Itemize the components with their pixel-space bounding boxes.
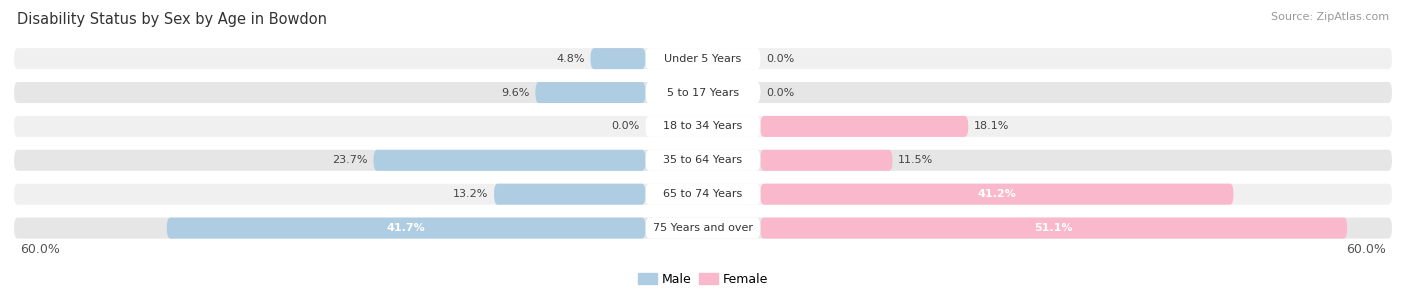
FancyBboxPatch shape (645, 48, 761, 69)
FancyBboxPatch shape (645, 116, 761, 137)
FancyBboxPatch shape (14, 150, 1392, 171)
FancyBboxPatch shape (14, 82, 1392, 103)
Text: 11.5%: 11.5% (898, 155, 934, 165)
FancyBboxPatch shape (14, 184, 1392, 205)
Text: Under 5 Years: Under 5 Years (665, 54, 741, 64)
Text: 60.0%: 60.0% (20, 242, 59, 256)
FancyBboxPatch shape (167, 217, 645, 239)
FancyBboxPatch shape (761, 116, 969, 137)
FancyBboxPatch shape (494, 184, 645, 205)
FancyBboxPatch shape (645, 82, 761, 103)
Text: 18 to 34 Years: 18 to 34 Years (664, 121, 742, 131)
Text: 60.0%: 60.0% (1347, 242, 1386, 256)
Text: 13.2%: 13.2% (453, 189, 488, 199)
FancyBboxPatch shape (591, 48, 645, 69)
Text: 75 Years and over: 75 Years and over (652, 223, 754, 233)
Text: 18.1%: 18.1% (974, 121, 1010, 131)
Text: 4.8%: 4.8% (557, 54, 585, 64)
FancyBboxPatch shape (374, 150, 645, 171)
FancyBboxPatch shape (761, 217, 1347, 239)
FancyBboxPatch shape (645, 184, 761, 205)
Text: Disability Status by Sex by Age in Bowdon: Disability Status by Sex by Age in Bowdo… (17, 12, 326, 27)
FancyBboxPatch shape (761, 184, 1233, 205)
Text: 0.0%: 0.0% (612, 121, 640, 131)
Text: 0.0%: 0.0% (766, 54, 794, 64)
Text: 5 to 17 Years: 5 to 17 Years (666, 88, 740, 98)
FancyBboxPatch shape (536, 82, 645, 103)
Text: 65 to 74 Years: 65 to 74 Years (664, 189, 742, 199)
FancyBboxPatch shape (14, 116, 1392, 137)
Text: 41.2%: 41.2% (977, 189, 1017, 199)
Text: Source: ZipAtlas.com: Source: ZipAtlas.com (1271, 12, 1389, 22)
FancyBboxPatch shape (14, 48, 1392, 69)
Text: 0.0%: 0.0% (766, 88, 794, 98)
FancyBboxPatch shape (645, 150, 761, 171)
Legend: Male, Female: Male, Female (633, 268, 773, 291)
Text: 51.1%: 51.1% (1035, 223, 1073, 233)
Text: 9.6%: 9.6% (502, 88, 530, 98)
Text: 41.7%: 41.7% (387, 223, 426, 233)
FancyBboxPatch shape (14, 217, 1392, 239)
Text: 35 to 64 Years: 35 to 64 Years (664, 155, 742, 165)
Text: 23.7%: 23.7% (332, 155, 368, 165)
FancyBboxPatch shape (761, 150, 893, 171)
FancyBboxPatch shape (645, 217, 761, 239)
